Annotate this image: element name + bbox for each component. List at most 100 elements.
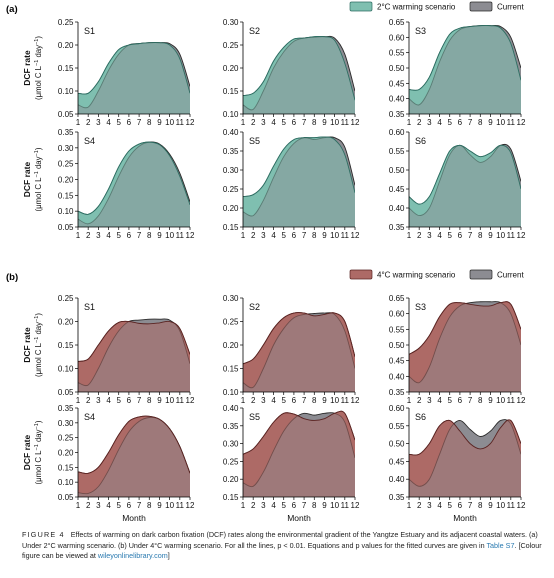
x-tick-label: 4 [271,396,276,405]
y-tick-label: 0.55 [389,147,405,156]
x-tick-label: 8 [147,118,152,127]
x-tick-label: 6 [127,231,132,240]
x-tick-label: 7 [468,231,473,240]
x-tick-label: 11 [507,231,516,240]
y-tick-label: 0.20 [223,64,239,73]
x-tick-label: 12 [517,501,526,510]
y-tick-label: 0.50 [389,64,405,73]
legend: 4°C warming scenario Current [349,269,524,280]
y-tick-label: 0.50 [389,440,405,449]
x-tick-label: 10 [165,118,174,127]
series-overlay-warming [78,42,190,114]
series-overlay-warming [243,312,355,392]
y-axis-title-superscript: −1 [34,337,40,343]
x-tick-label: 10 [330,396,339,405]
x-tick-label: 9 [157,231,162,240]
site-label: S6 [415,136,426,146]
x-tick-label: 11 [507,501,516,510]
x-tick-label: 2 [86,231,91,240]
site-label: S3 [415,26,426,36]
x-tick-label: 4 [271,501,276,510]
x-tick-label: 12 [186,118,195,127]
caption-link[interactable]: wileyonlinelibrary.com [97,551,168,561]
y-tick-label: 0.15 [58,463,74,472]
site-label: S5 [249,136,260,146]
x-tick-label: 4 [106,231,111,240]
y-axis-title: DCF rate (μmol C L−1 day−1) [22,313,43,377]
x-tick-label: 5 [117,118,122,127]
y-tick-label: 0.05 [58,223,74,232]
subplot-s3: 0.350.400.450.500.550.600.651 2 3 4 5 6 7 8 9 10 1… [389,294,526,405]
y-tick-label: 0.35 [223,147,239,156]
x-tick-label: 4 [437,231,442,240]
x-tick-label: 12 [351,231,360,240]
y-axis-title-text: ) [34,313,43,316]
x-tick-label: 10 [496,118,505,127]
caption-figure-label: FIGURE 4 [22,530,65,539]
y-axis-title-text: (μmol C L [34,342,43,377]
subplot-s4: 0.050.100.150.200.250.300.351 2 3 4 5 6 7 8 9 10 1… [58,404,195,523]
series-overlay-warming [243,411,355,497]
plot-area [78,141,190,227]
y-axis-title-superscript: −1 [34,423,40,429]
x-tick-label: 12 [186,396,195,405]
series-overlay-warming [409,419,521,497]
x-tick-label: 10 [496,501,505,510]
subplot-s6: 0.350.400.450.500.550.601 2 3 4 5 6 7 8 9 10 11 12S… [389,128,526,240]
y-tick-label: 0.40 [389,372,405,381]
x-tick-label: 2 [417,501,422,510]
x-tick-label: 5 [282,231,287,240]
y-axis-title-superscript: −1 [34,60,40,66]
caption-table-ref[interactable]: Table S7 [486,540,515,550]
plot-area [243,35,355,114]
y-axis-title-line2: (μmol C L−1 day−1) [34,36,43,100]
panel-label: (b) [6,272,18,283]
x-tick-label: 3 [261,501,266,510]
plot-area [409,143,521,227]
x-tick-label: 2 [417,231,422,240]
x-tick-label: 7 [468,396,473,405]
x-tick-label: 2 [417,118,422,127]
legend: 2°C warming scenario Current [349,1,524,12]
x-tick-label: 1 [241,231,246,240]
y-tick-label: 0.35 [389,223,405,232]
y-tick-label: 0.25 [58,294,74,303]
y-tick-label: 0.45 [389,185,405,194]
x-tick-label: 1 [241,118,246,127]
x-tick-label: 11 [507,118,516,127]
y-tick-label: 0.40 [389,95,405,104]
x-tick-label: 11 [176,118,185,127]
site-label: S3 [415,302,426,312]
y-axis-title-text: ) [34,36,43,39]
y-tick-label: 0.60 [389,404,405,413]
y-tick-label: 0.35 [389,388,405,397]
y-tick-label: 0.15 [223,365,239,374]
x-tick-label: 5 [117,396,122,405]
y-tick-label: 0.25 [223,185,239,194]
subplot-s3: 0.350.400.450.500.550.600.651 2 3 4 5 6 7 8 9 10 1… [389,18,526,127]
series-outline-warming [409,419,521,456]
y-tick-label: 0.10 [58,87,74,96]
legend-swatch-warming [349,1,373,12]
x-tick-label: 8 [312,231,317,240]
series-overlay-warming [409,25,521,114]
x-tick-label: 12 [517,396,526,405]
y-tick-label: 0.05 [58,110,74,119]
y-tick-label: 0.15 [223,223,239,232]
x-tick-label: 6 [127,118,132,127]
x-tick-label: 4 [271,231,276,240]
y-axis-title-text: day [34,156,43,171]
plot-area [409,301,521,392]
x-tick-label: 5 [448,231,453,240]
caption-text-3: ] [167,551,170,561]
x-tick-label: 8 [147,231,152,240]
y-tick-label: 0.15 [58,341,74,350]
y-axis-title-text: ) [34,147,43,150]
x-tick-label: 1 [241,501,246,510]
y-axis-title-text: (μmol C L [34,65,43,100]
x-tick-label: 10 [165,501,174,510]
site-label: S2 [249,302,260,312]
y-tick-label: 0.30 [223,440,239,449]
legend-label-warming: 4°C warming scenario [377,271,456,280]
